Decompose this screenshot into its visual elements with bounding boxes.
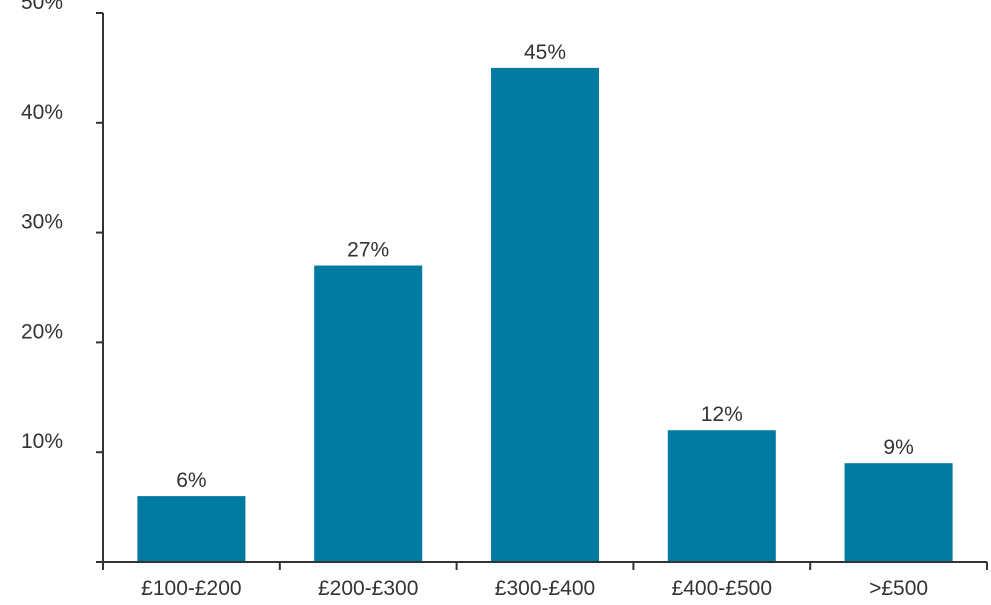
bar (491, 67, 599, 563)
bar (314, 265, 423, 562)
bar (844, 463, 953, 562)
x-category-label: >£500 (869, 577, 928, 600)
x-category-label: £300-£400 (495, 577, 595, 600)
bar-data-label: 27% (347, 239, 389, 262)
x-category-label: £200-£300 (318, 577, 418, 600)
bars-layer (137, 67, 953, 563)
bar (137, 496, 246, 562)
bar-data-label: 9% (883, 436, 913, 459)
y-axis-ticks: 10% 20% 30% 40% 50% (21, 0, 103, 454)
y-tick-label: 10% (21, 430, 63, 453)
x-axis-ticks: £100-£200 £200-£300 £300-£400 £400-£500 >£50… (102, 562, 988, 600)
bar-data-label: 6% (176, 469, 206, 492)
bar (667, 430, 776, 562)
y-tick-label: 50% (21, 0, 63, 14)
bar-data-label: 45% (524, 41, 566, 64)
y-tick-label: 40% (21, 101, 63, 124)
x-category-label: £400-£500 (672, 577, 772, 600)
bar-data-label: 12% (701, 403, 743, 426)
data-labels-layer: 6% 27% 45% 12% 9% (176, 41, 914, 492)
y-tick-label: 20% (21, 320, 63, 343)
x-category-label: £100-£200 (141, 577, 241, 600)
y-tick-label: 30% (21, 211, 63, 234)
